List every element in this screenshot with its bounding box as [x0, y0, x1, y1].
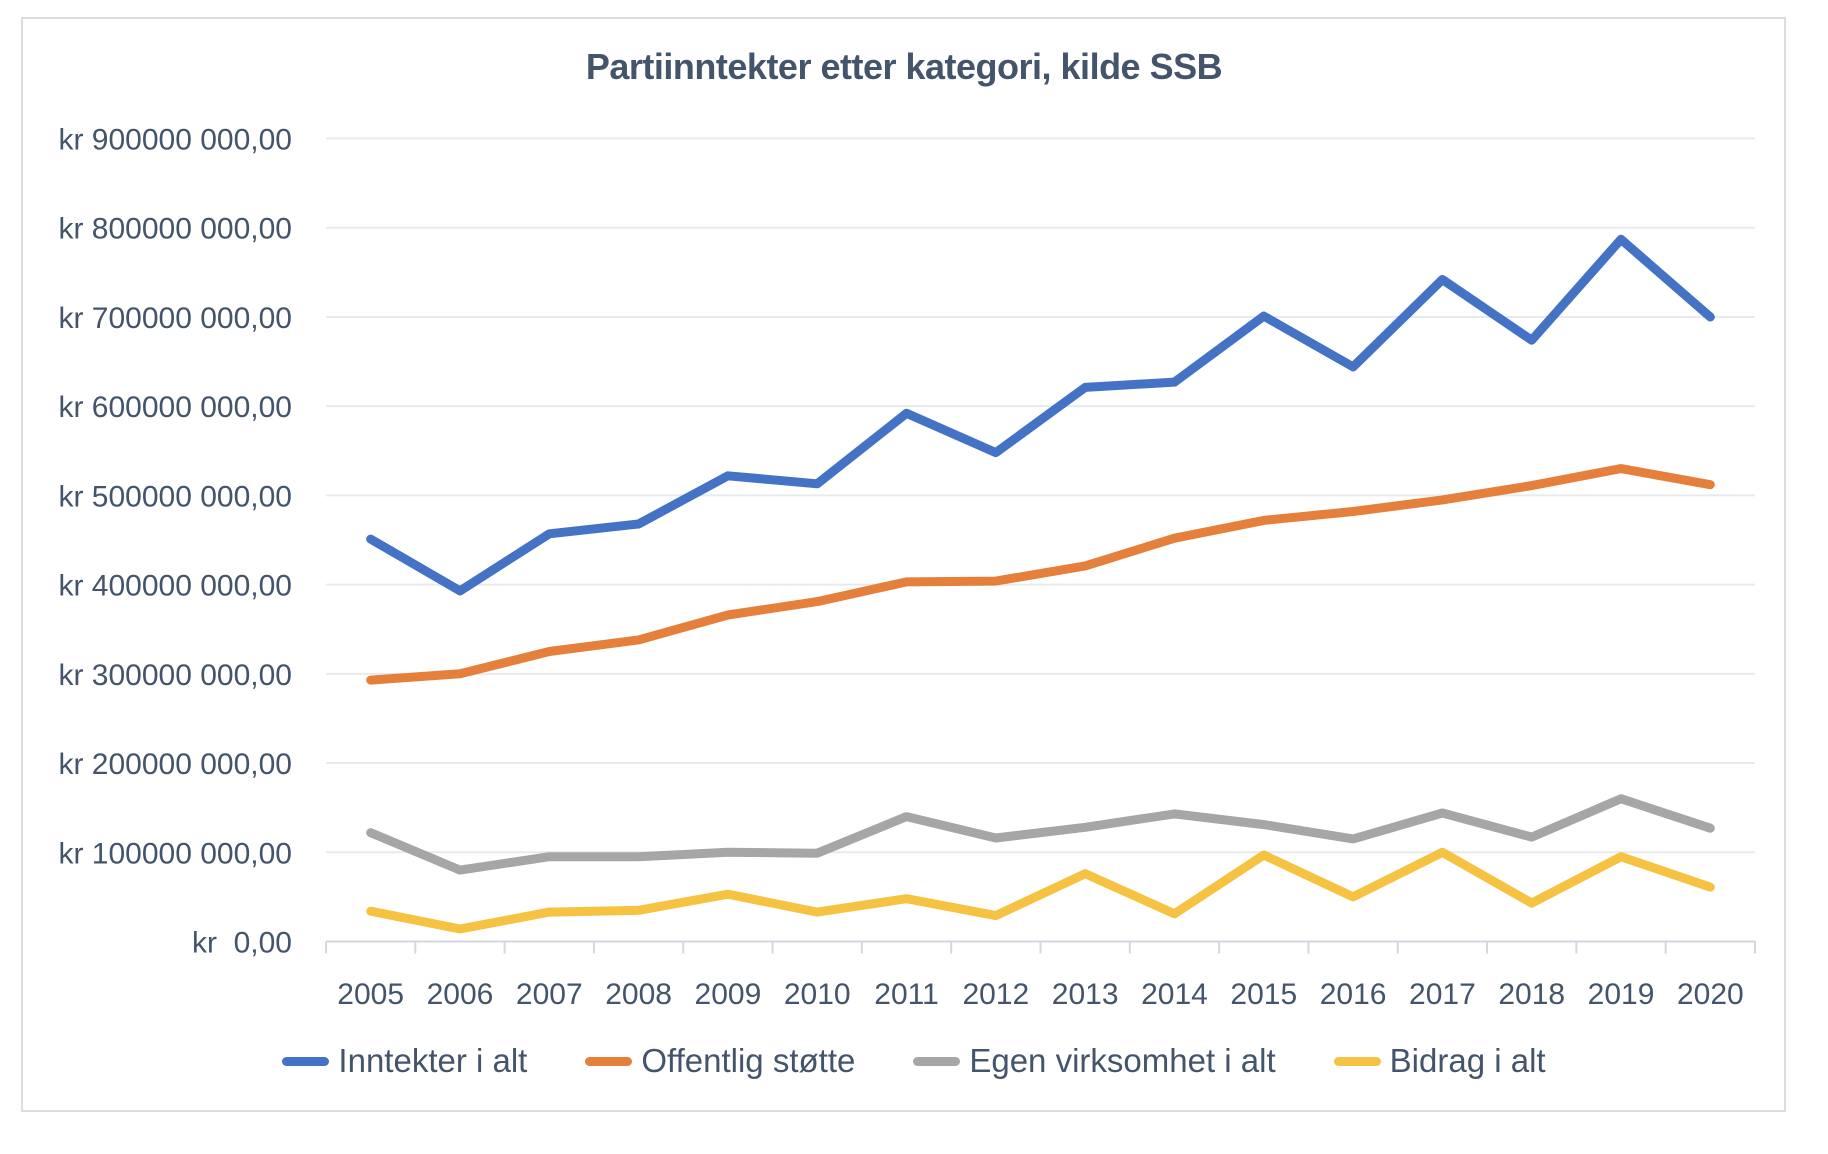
- series-line-egen-virksomhet-i-alt: [366, 794, 1715, 875]
- x-tick-label: 2009: [695, 978, 762, 1011]
- y-tick-label: kr 400000 000,00: [58, 570, 292, 603]
- x-tick-label: 2013: [1052, 978, 1119, 1011]
- legend-swatch: [913, 1056, 961, 1066]
- legend-label: Inntekter i alt: [338, 1042, 528, 1079]
- y-tick-label: kr 900000 000,00: [58, 124, 292, 157]
- legend-item: Offentlig støtte: [585, 1042, 855, 1080]
- legend-label: Bidrag i alt: [1389, 1042, 1546, 1079]
- x-tick-label: 2015: [1230, 978, 1297, 1011]
- x-tick-label: 2007: [516, 978, 583, 1011]
- series-line-bidrag-i-alt: [366, 847, 1715, 934]
- y-tick-label: kr 600000 000,00: [58, 391, 292, 424]
- chart-frame: [21, 17, 1786, 1112]
- series-line-offentlig-st-tte: [366, 464, 1715, 685]
- legend-item: Inntekter i alt: [282, 1042, 527, 1080]
- x-tick-label: 2019: [1588, 978, 1655, 1011]
- legend-item: Egen virksomhet i alt: [913, 1042, 1276, 1080]
- x-tick-label: 2005: [337, 978, 404, 1011]
- legend-item: Bidrag i alt: [1333, 1042, 1546, 1080]
- x-tick-label: 2016: [1320, 978, 1387, 1011]
- legend-label: Egen virksomhet i alt: [969, 1042, 1276, 1079]
- legend-label: Offentlig støtte: [641, 1042, 856, 1079]
- x-tick-label: 2017: [1409, 978, 1476, 1011]
- legend-swatch: [282, 1056, 330, 1066]
- y-tick-label: kr 200000 000,00: [58, 748, 292, 781]
- y-tick-label: kr 800000 000,00: [58, 213, 292, 246]
- legend-swatch: [585, 1056, 633, 1066]
- x-tick-label: 2012: [962, 978, 1029, 1011]
- x-tick-label: 2010: [784, 978, 851, 1011]
- y-tick-label: kr 0,00: [192, 927, 292, 960]
- y-tick-label: kr 500000 000,00: [58, 480, 292, 513]
- y-tick-label: kr 100000 000,00: [58, 837, 292, 870]
- y-tick-label: kr 300000 000,00: [58, 659, 292, 692]
- y-tick-label: kr 700000 000,00: [58, 302, 292, 335]
- x-tick-label: 2011: [874, 978, 939, 1011]
- x-tick-label: 2018: [1498, 978, 1565, 1011]
- x-tick-label: 2014: [1141, 978, 1208, 1011]
- x-tick-label: 2006: [427, 978, 494, 1011]
- legend: Inntekter i alt Offentlig støtte Egen virk…: [0, 1042, 1828, 1080]
- chart-title: Partiinntekter etter kategori, kilde SSB: [585, 46, 1223, 87]
- x-tick-label: 2020: [1677, 978, 1744, 1011]
- series-line-inntekter-i-alt: [366, 234, 1715, 596]
- legend-swatch: [1333, 1056, 1381, 1066]
- x-tick-label: 2008: [605, 978, 672, 1011]
